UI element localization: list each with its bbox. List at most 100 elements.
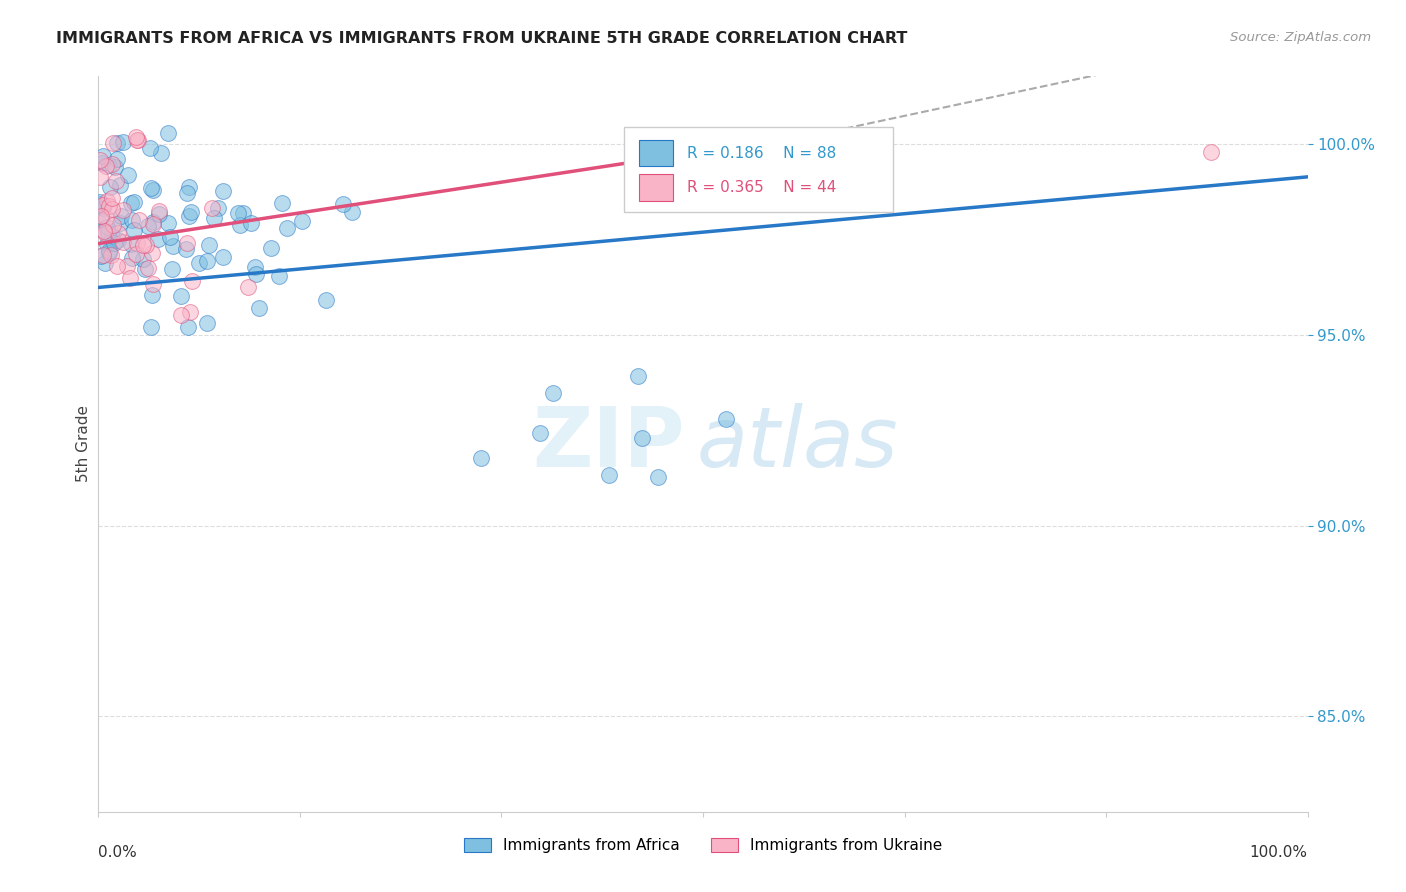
Immigrants from Ukraine [101, 157, 124, 171]
Immigrants from Ukraine [96, 194, 118, 209]
Immigrants from Africa [121, 251, 143, 265]
Immigrants from Africa [332, 197, 354, 211]
Immigrants from Africa [120, 237, 142, 252]
Immigrants from Africa [630, 431, 652, 445]
Immigrants from Africa [105, 152, 128, 166]
Immigrants from Ukraine [135, 238, 157, 252]
Immigrants from Africa [228, 206, 250, 220]
Immigrants from Ukraine [100, 248, 122, 262]
Immigrants from Africa [139, 141, 162, 155]
Immigrants from Africa [156, 215, 179, 229]
Immigrants from Africa [202, 211, 225, 225]
Immigrants from Ukraine [101, 191, 124, 205]
Immigrants from Africa [91, 156, 114, 170]
Immigrants from Africa [122, 223, 145, 237]
Immigrants from Africa [94, 255, 117, 269]
Immigrants from Africa [714, 411, 737, 425]
Immigrants from Ukraine [1199, 145, 1222, 159]
Immigrants from Africa [271, 195, 294, 210]
Immigrants from Africa [198, 237, 221, 252]
Immigrants from Ukraine [101, 218, 124, 232]
Immigrants from Africa [117, 168, 139, 182]
Immigrants from Africa [90, 249, 112, 263]
Immigrants from Africa [315, 293, 337, 308]
Immigrants from Ukraine [107, 226, 129, 240]
Immigrants from Africa [179, 209, 201, 223]
Immigrants from Africa [340, 204, 363, 219]
Bar [638, 175, 673, 201]
Immigrants from Africa [162, 262, 184, 277]
Immigrants from Africa [239, 216, 262, 230]
Immigrants from Ukraine [238, 280, 260, 294]
Immigrants from Africa [121, 213, 143, 227]
Immigrants from Africa [260, 241, 283, 255]
Immigrants from Africa [107, 233, 129, 247]
Immigrants from Ukraine [128, 212, 150, 227]
Immigrants from Africa [103, 236, 125, 251]
Immigrants from Ukraine [181, 274, 204, 288]
Immigrants from Africa [110, 209, 132, 223]
Immigrants from Ukraine [125, 247, 148, 261]
Immigrants from Africa [98, 244, 121, 259]
Immigrants from Africa [197, 254, 219, 268]
Immigrants from Africa [148, 207, 170, 221]
Immigrants from Ukraine [101, 202, 124, 216]
Immigrants from Africa [541, 385, 564, 400]
Immigrants from Africa [142, 215, 165, 229]
Immigrants from Africa [89, 195, 111, 210]
Text: atlas: atlas [697, 403, 898, 484]
Immigrants from Africa [245, 267, 267, 281]
Immigrants from Ukraine [94, 227, 117, 241]
Immigrants from Africa [142, 183, 165, 197]
Immigrants from Africa [627, 369, 650, 384]
Immigrants from Ukraine [141, 246, 163, 260]
Text: IMMIGRANTS FROM AFRICA VS IMMIGRANTS FROM UKRAINE 5TH GRADE CORRELATION CHART: IMMIGRANTS FROM AFRICA VS IMMIGRANTS FRO… [56, 31, 908, 46]
Immigrants from Ukraine [179, 305, 201, 319]
Text: R = 0.365    N = 44: R = 0.365 N = 44 [688, 180, 837, 195]
Immigrants from Ukraine [90, 209, 112, 223]
Immigrants from Africa [470, 451, 492, 466]
Immigrants from Africa [104, 160, 127, 174]
Immigrants from Ukraine [94, 159, 117, 173]
Immigrants from Africa [136, 219, 159, 233]
Immigrants from Africa [134, 261, 156, 276]
Immigrants from Africa [96, 237, 118, 252]
Immigrants from Ukraine [111, 235, 134, 250]
Immigrants from Africa [141, 288, 163, 302]
Immigrants from Ukraine [170, 308, 193, 322]
Immigrants from Africa [187, 256, 209, 270]
Immigrants from Africa [195, 316, 218, 330]
Immigrants from Ukraine [96, 211, 118, 225]
Immigrants from Africa [90, 213, 112, 227]
Immigrants from Africa [177, 320, 200, 334]
Immigrants from Ukraine [125, 235, 148, 250]
Text: 0.0%: 0.0% [98, 845, 138, 860]
Immigrants from Africa [156, 126, 179, 140]
Immigrants from Africa [107, 136, 129, 150]
Immigrants from Africa [207, 202, 229, 216]
Text: ZIP: ZIP [533, 403, 685, 484]
Immigrants from Ukraine [91, 198, 114, 212]
Immigrants from Africa [529, 425, 551, 440]
Text: Source: ZipAtlas.com: Source: ZipAtlas.com [1230, 31, 1371, 45]
Immigrants from Africa [89, 196, 111, 211]
Immigrants from Ukraine [93, 223, 115, 237]
Immigrants from Africa [174, 242, 197, 256]
Immigrants from Ukraine [105, 173, 128, 187]
Immigrants from Africa [180, 205, 202, 219]
Immigrants from Africa [108, 178, 131, 192]
Immigrants from Africa [247, 301, 270, 315]
Immigrants from Africa [291, 214, 314, 228]
Immigrants from Africa [177, 180, 200, 194]
Immigrants from Africa [176, 186, 198, 200]
Immigrants from Africa [162, 239, 184, 253]
Immigrants from Ukraine [201, 202, 224, 216]
Immigrants from Ukraine [148, 204, 170, 219]
Immigrants from Africa [91, 149, 114, 163]
Immigrants from Africa [98, 158, 121, 172]
Immigrants from Ukraine [120, 271, 142, 285]
Immigrants from Ukraine [105, 259, 128, 273]
Immigrants from Africa [101, 229, 124, 244]
Immigrants from Africa [98, 246, 121, 260]
Immigrants from Ukraine [136, 260, 159, 275]
